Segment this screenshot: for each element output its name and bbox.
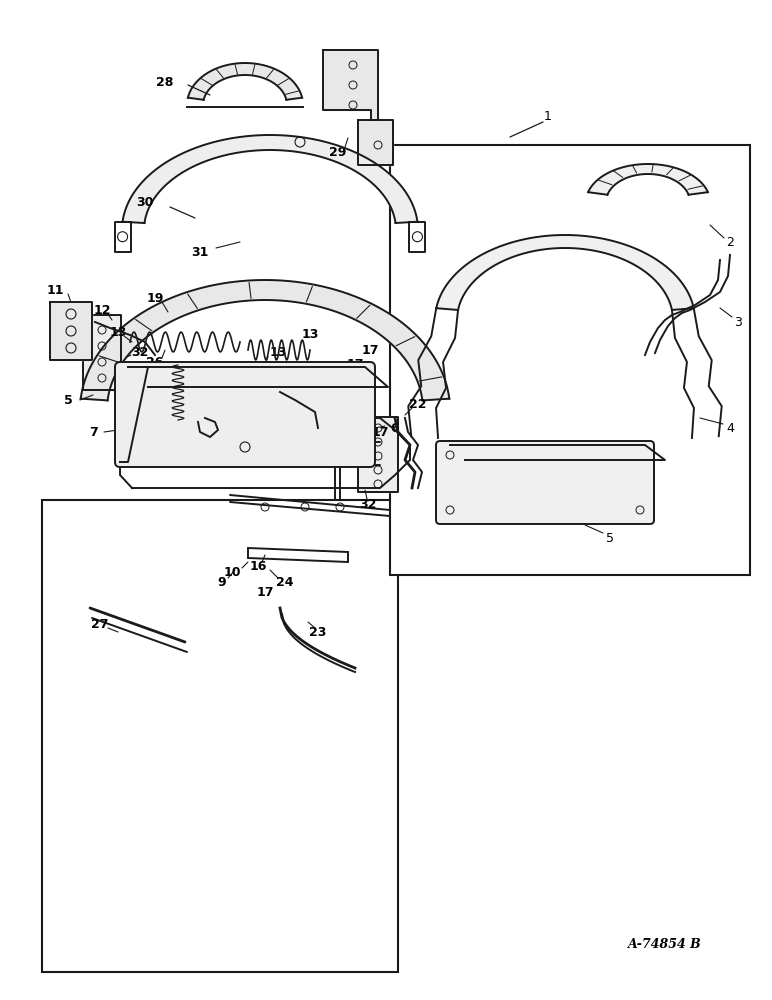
Text: 13: 13: [169, 365, 187, 378]
Polygon shape: [83, 315, 121, 390]
Text: 26: 26: [249, 361, 266, 374]
Text: 17: 17: [256, 585, 274, 598]
Text: 8: 8: [344, 450, 352, 464]
Text: 17: 17: [239, 446, 257, 458]
Text: 15: 15: [156, 418, 174, 432]
Text: 17: 17: [371, 426, 389, 438]
Text: 32: 32: [131, 346, 149, 359]
Text: 28: 28: [156, 76, 174, 89]
Text: 31: 31: [191, 245, 208, 258]
Polygon shape: [358, 120, 393, 165]
Text: 30: 30: [137, 196, 154, 209]
Text: 29: 29: [330, 145, 347, 158]
Text: 25: 25: [351, 434, 369, 446]
Text: 20: 20: [331, 375, 349, 388]
Text: 17: 17: [276, 378, 294, 391]
Text: 5: 5: [136, 377, 144, 390]
Text: 19: 19: [147, 292, 164, 304]
Text: 26: 26: [147, 356, 164, 368]
Polygon shape: [188, 63, 302, 100]
Text: 6: 6: [391, 422, 399, 434]
Text: 23: 23: [310, 626, 327, 639]
Text: 14: 14: [285, 375, 303, 388]
Bar: [390, 145, 750, 575]
Text: 5: 5: [606, 532, 614, 544]
Text: 18: 18: [349, 388, 367, 401]
Polygon shape: [358, 417, 398, 492]
Text: 3: 3: [734, 316, 742, 328]
Text: A-74854 B: A-74854 B: [628, 938, 702, 952]
Text: 10: 10: [223, 566, 241, 578]
Text: 17: 17: [311, 373, 329, 386]
Text: 7: 7: [89, 426, 97, 438]
Text: 17: 17: [361, 344, 379, 357]
Text: 13: 13: [229, 373, 247, 386]
Text: 11: 11: [46, 284, 64, 296]
Text: 4: 4: [726, 422, 734, 434]
Text: 12: 12: [93, 304, 110, 316]
Text: 13: 13: [110, 326, 127, 338]
Polygon shape: [123, 135, 418, 223]
Polygon shape: [323, 50, 378, 120]
Text: 9: 9: [218, 576, 226, 588]
Polygon shape: [588, 164, 708, 195]
Text: 2: 2: [726, 235, 734, 248]
Text: 13: 13: [269, 346, 286, 359]
Polygon shape: [50, 302, 92, 360]
Text: 22: 22: [409, 397, 427, 410]
Bar: [42, 500, 398, 972]
Text: 17: 17: [347, 359, 364, 371]
Polygon shape: [81, 280, 449, 400]
FancyBboxPatch shape: [436, 441, 654, 524]
Text: 32: 32: [359, 497, 377, 510]
Text: 5: 5: [63, 393, 73, 406]
Text: 21: 21: [209, 416, 227, 430]
Text: 17: 17: [201, 436, 218, 448]
Polygon shape: [436, 235, 694, 310]
Text: 13: 13: [301, 328, 319, 342]
Text: 18: 18: [256, 368, 274, 381]
Text: 24: 24: [276, 576, 294, 588]
FancyBboxPatch shape: [115, 362, 375, 467]
Text: 1: 1: [544, 110, 552, 123]
Text: 16: 16: [249, 560, 266, 572]
Text: 27: 27: [91, 618, 109, 632]
